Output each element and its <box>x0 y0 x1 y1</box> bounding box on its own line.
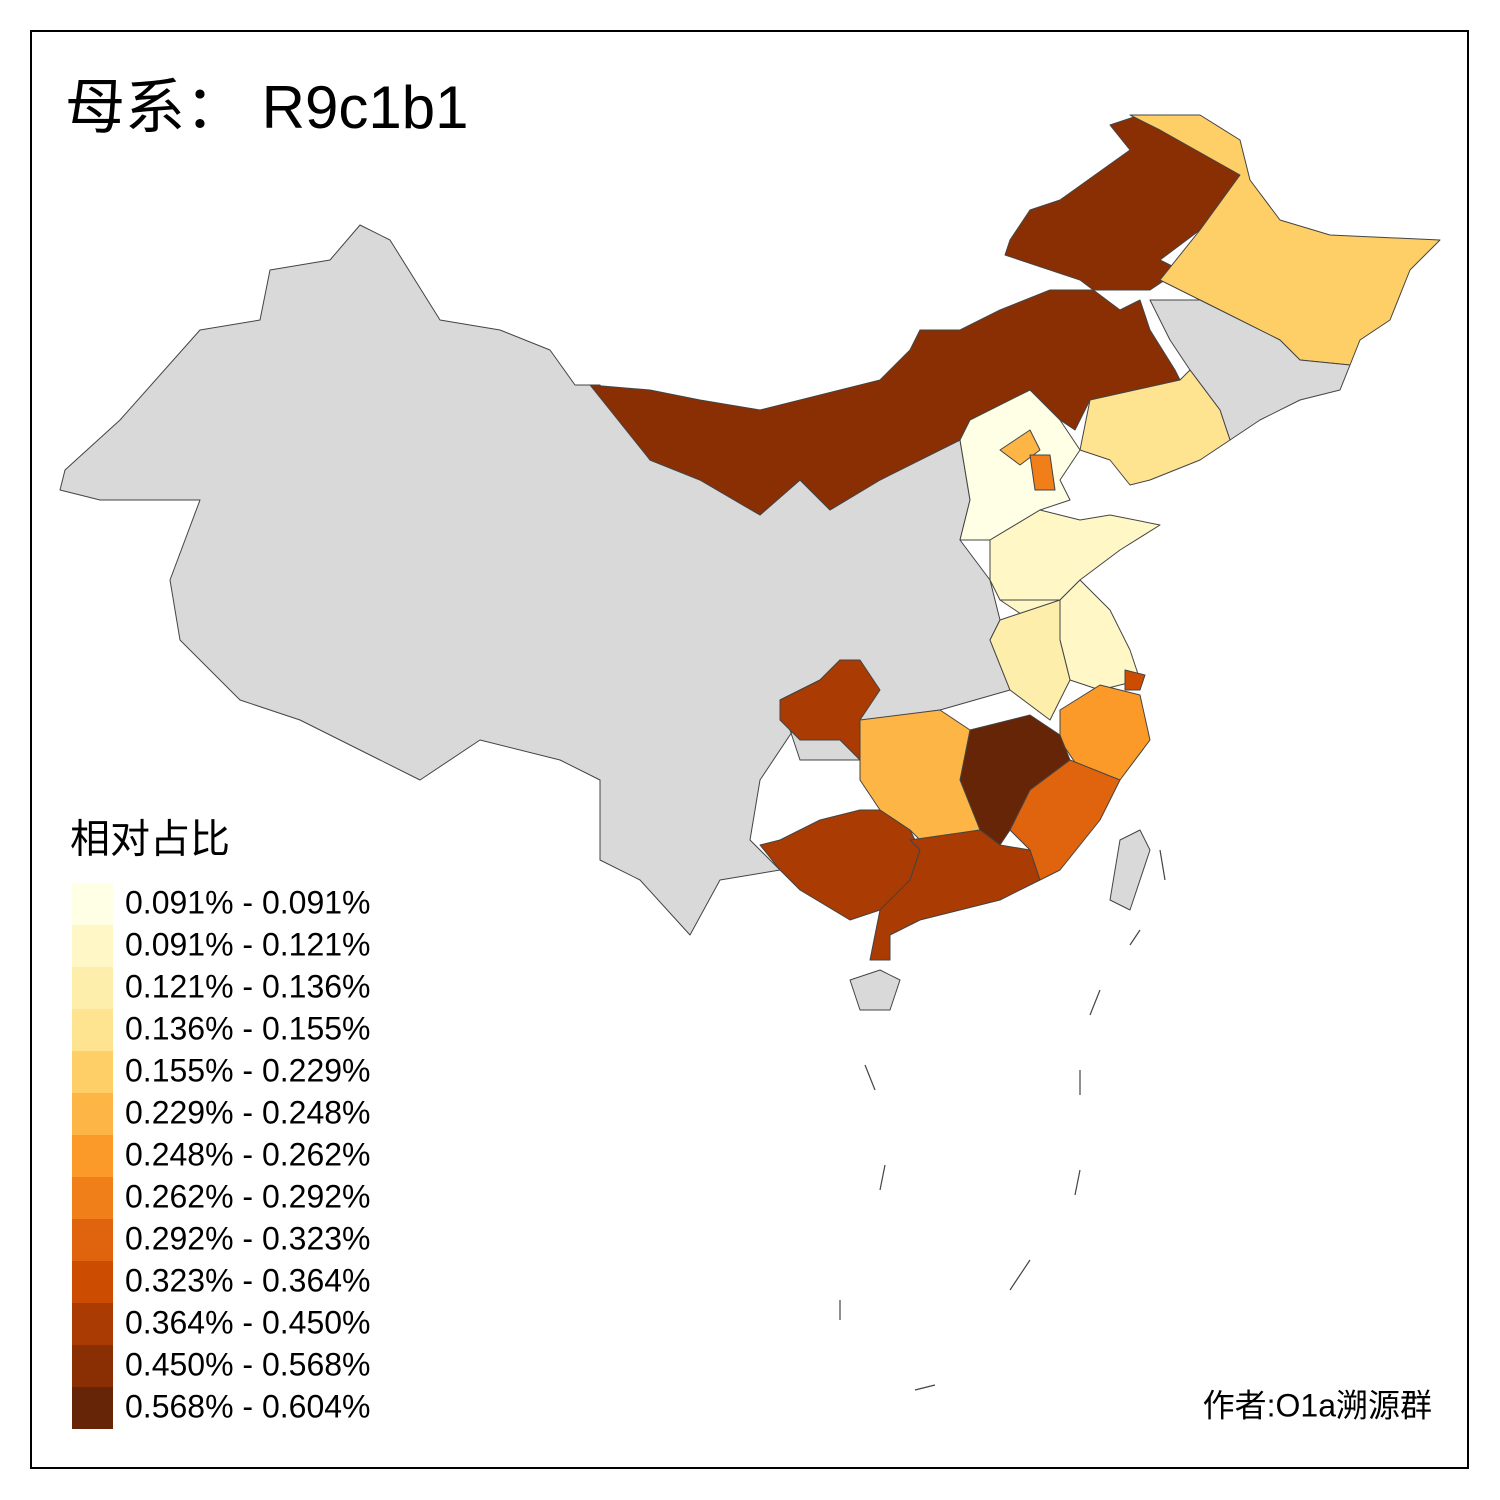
legend-label: 0.091% - 0.091% <box>125 884 371 920</box>
legend-label: 0.155% - 0.229% <box>125 1052 371 1088</box>
region <box>989 509 1161 601</box>
legend-label: 0.262% - 0.292% <box>125 1178 371 1214</box>
legend-label: 0.091% - 0.121% <box>125 926 371 962</box>
legend-label: 0.450% - 0.568% <box>125 1346 371 1382</box>
legend-swatch <box>72 925 113 967</box>
legend-label: 0.568% - 0.604% <box>125 1388 371 1424</box>
author: 作者:O1a溯源群 <box>1203 1387 1432 1423</box>
legend-swatch <box>72 1345 113 1387</box>
region <box>779 659 881 761</box>
legend-swatch <box>72 1261 113 1303</box>
legend-swatch <box>72 1303 113 1345</box>
legend-title: 相对占比 <box>70 818 230 862</box>
region <box>1124 669 1146 691</box>
region <box>1079 369 1231 486</box>
region <box>869 829 1041 961</box>
legend-swatch <box>72 1093 113 1135</box>
region <box>1129 114 1441 366</box>
legend-label: 0.229% - 0.248% <box>125 1094 371 1130</box>
region <box>849 969 901 1011</box>
map <box>59 114 1441 1391</box>
legend-swatch <box>72 1135 113 1177</box>
legend-swatch <box>72 1387 113 1429</box>
legend-swatch <box>72 967 113 1009</box>
legend-label: 0.323% - 0.364% <box>125 1262 371 1298</box>
legend-label: 0.121% - 0.136% <box>125 968 371 1004</box>
legend-swatch <box>72 883 113 925</box>
legend-label: 0.136% - 0.155% <box>125 1010 371 1046</box>
region <box>989 599 1071 721</box>
legend-label: 0.292% - 0.323% <box>125 1220 371 1256</box>
region <box>1029 454 1056 491</box>
region <box>1109 829 1151 911</box>
legend: 0.091% - 0.091% 0.091% - 0.121% 0.121% - 0… <box>72 883 371 1429</box>
legend-swatch <box>72 1009 113 1051</box>
legend-swatch <box>72 1177 113 1219</box>
islands <box>839 849 1166 1391</box>
legend-label: 0.248% - 0.262% <box>125 1136 371 1172</box>
legend-swatch <box>72 1219 113 1261</box>
title: 母系： R9c1b1 <box>65 74 468 141</box>
legend-swatch <box>72 1051 113 1093</box>
legend-label: 0.364% - 0.450% <box>125 1304 371 1340</box>
